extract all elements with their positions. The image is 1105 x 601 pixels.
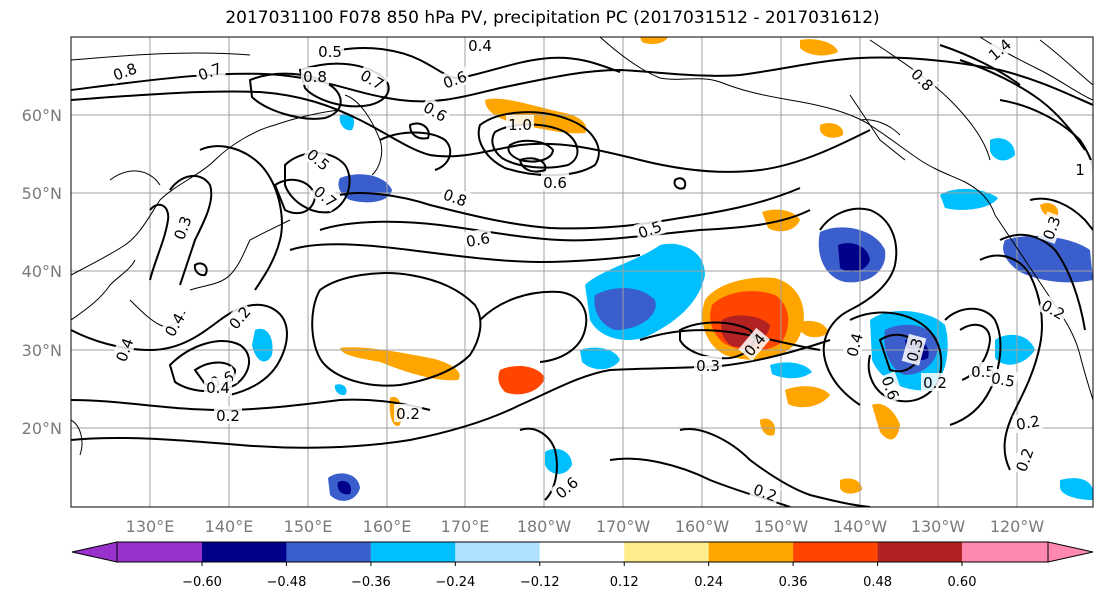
contour-label: 1.0	[508, 116, 532, 134]
colorbar-tick-label: −0.24	[435, 575, 475, 590]
colorbar-tick-label: −0.48	[267, 575, 307, 590]
contour-label: 0.5	[990, 369, 1017, 391]
colorbar-tick-label: 0.24	[694, 575, 723, 590]
colorbar-high-extension	[1047, 541, 1094, 563]
colorbar-segment	[202, 542, 287, 562]
colorbar-frame	[116, 541, 1049, 563]
graticule	[71, 37, 1093, 507]
contour-label: 0.5	[318, 43, 342, 61]
contour-label: 1	[1075, 161, 1085, 179]
longitude-label: 140°W	[833, 517, 888, 536]
contour-label: 0.3	[903, 336, 927, 364]
colorbar-tick-label: 0.60	[948, 575, 977, 590]
colorbar-segment	[962, 542, 1048, 562]
colorbar-low-extension	[71, 541, 118, 563]
colorbar-segment	[793, 542, 878, 562]
colorbar-segment	[708, 542, 794, 562]
colorbar-segment	[455, 542, 540, 562]
contour-label: 0.2	[396, 405, 420, 423]
map-frame	[70, 36, 1094, 508]
contour-label: 0.4	[206, 379, 230, 397]
latitude-label: 30°N	[22, 341, 62, 360]
map-title: 2017031100 F078 850 hPa PV, precipitatio…	[225, 8, 880, 28]
longitude-label: 160°E	[363, 517, 412, 536]
contour-label: 0.6	[465, 229, 492, 251]
colorbar-segment	[370, 542, 456, 562]
latitude-label: 60°N	[22, 106, 62, 125]
colorbar-segment	[117, 542, 202, 562]
colorbar-tick-label: −0.60	[182, 575, 222, 590]
contour-label: 0.2	[1015, 412, 1042, 434]
contour-label: 0.6	[543, 174, 567, 192]
longitude-label: 170°W	[596, 517, 651, 536]
colorbar-tick-label: −0.36	[351, 575, 391, 590]
positive-precip-shading	[340, 37, 1059, 494]
latitude-label: 50°N	[22, 184, 62, 203]
colorbar-segment	[624, 542, 709, 562]
contour-label: 0.3	[696, 357, 720, 375]
latitude-label: 20°N	[22, 419, 62, 438]
colorbar-tick-label: 0.12	[610, 575, 639, 590]
colorbar-tick-label: 0.48	[863, 575, 892, 590]
latitude-labels: 60°N 50°N 40°N 30°N 20°N	[22, 106, 62, 438]
longitude-label: 120°W	[990, 517, 1045, 536]
contour-label: 0.2	[923, 374, 947, 392]
contour-label: 0.4	[468, 37, 492, 55]
colorbar-tick-label: −0.12	[520, 575, 560, 590]
colorbar-tick-label: 0.36	[779, 575, 808, 590]
longitude-label: 180°W	[517, 517, 572, 536]
contour-label: 0.4	[843, 331, 867, 359]
colorbar-segment	[877, 542, 962, 562]
longitude-label: 150°E	[284, 517, 333, 536]
longitude-label: 130°E	[126, 517, 175, 536]
longitude-label: 170°E	[441, 517, 490, 536]
longitude-label: 150°W	[754, 517, 809, 536]
longitude-label: 130°W	[911, 517, 966, 536]
longitude-labels: 130°E 140°E 150°E 160°E 170°E 180°W 170°W 160°W…	[126, 517, 1045, 536]
colorbar-segment	[539, 542, 625, 562]
latitude-label: 40°N	[22, 262, 62, 281]
contour-label: 0.5	[971, 363, 995, 381]
colorbar-segment	[286, 542, 371, 562]
colorbar: −0.60 −0.48 −0.36 −0.24 −0.12 0.12 0.24 0.36 0.4…	[71, 541, 1094, 590]
map-background	[71, 37, 1093, 507]
longitude-label: 140°E	[205, 517, 254, 536]
longitude-label: 160°W	[675, 517, 730, 536]
pv-thin-contours	[71, 39, 1093, 186]
contour-label: 0.8	[303, 68, 327, 86]
contour-labels: 0.5 0.40.80.7 0.70.8 0.61.00.60.50.60.7 0.80…	[108, 33, 1094, 506]
contour-label: 0.2	[216, 407, 240, 425]
